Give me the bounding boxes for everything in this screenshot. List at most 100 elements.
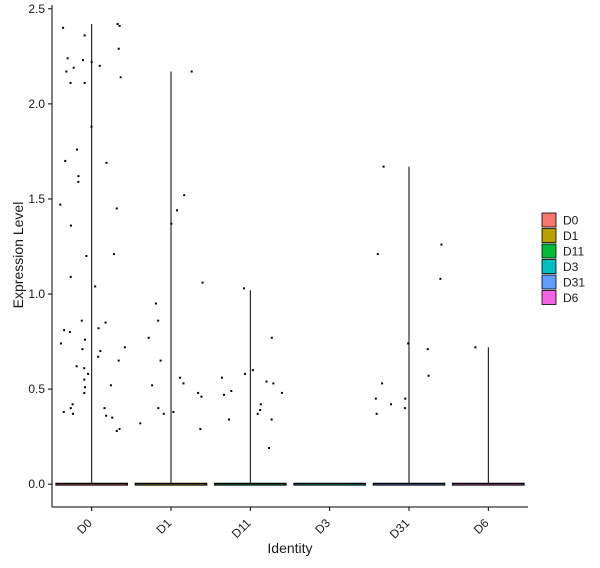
violin-base (214, 482, 287, 486)
data-point (183, 194, 186, 197)
violin-d1 (134, 71, 208, 486)
data-point (162, 412, 165, 415)
data-point (81, 348, 84, 351)
legend-label: D3 (563, 260, 579, 274)
data-point (72, 66, 75, 69)
x-axis: D0 D1 D11 D3 D31 D6 (74, 507, 492, 542)
data-point (62, 410, 65, 413)
violin-d0 (55, 24, 128, 486)
data-point (90, 61, 93, 64)
data-point (374, 397, 377, 400)
data-point (139, 422, 142, 425)
data-point (427, 374, 430, 377)
data-point (105, 414, 108, 417)
data-point (111, 416, 114, 419)
violin-d6 (452, 347, 525, 486)
violin-base (372, 482, 446, 486)
data-point (84, 386, 87, 389)
data-point (115, 207, 118, 210)
data-point (259, 409, 262, 412)
data-point (83, 391, 86, 394)
data-point (105, 161, 108, 164)
data-point (170, 222, 173, 225)
data-point (104, 321, 107, 324)
data-point (440, 243, 443, 246)
data-points (59, 23, 477, 450)
x-axis-title: Identity (267, 540, 312, 556)
data-point (157, 407, 160, 410)
data-point (64, 159, 67, 162)
data-point (97, 327, 100, 330)
data-point (112, 253, 115, 256)
data-point (76, 148, 79, 151)
data-point (176, 209, 179, 212)
y-tick-label: 0.5 (28, 382, 45, 396)
x-tick-label: D6 (471, 516, 492, 537)
data-point (72, 412, 75, 415)
data-point (63, 329, 66, 332)
data-point (83, 367, 86, 370)
data-point (268, 447, 271, 450)
data-point (182, 382, 185, 385)
data-point (83, 34, 86, 37)
data-point (227, 418, 230, 421)
data-point (69, 224, 72, 227)
y-tick-label: 1.0 (28, 287, 45, 301)
legend-label: D11 (563, 245, 584, 259)
x-tick-label: D31 (387, 516, 413, 542)
data-point (59, 203, 62, 206)
x-tick-label: D1 (154, 516, 175, 537)
legend-label: D0 (563, 214, 579, 228)
data-point (201, 281, 204, 284)
data-point (60, 342, 63, 345)
violin-d3 (293, 482, 366, 486)
data-point (272, 382, 275, 385)
legend-label: D31 (563, 276, 585, 290)
data-point (123, 346, 126, 349)
data-point (103, 407, 106, 410)
data-point (375, 412, 378, 415)
data-point (118, 428, 121, 431)
violin-d11 (214, 290, 287, 486)
y-axis: 0.0 0.5 1.0 1.5 2.0 2.5 (28, 2, 52, 491)
data-point (199, 428, 202, 431)
data-point (80, 319, 83, 322)
data-point (474, 346, 477, 349)
data-point (83, 378, 86, 381)
data-point (154, 302, 157, 305)
data-point (94, 285, 97, 288)
data-point (190, 70, 193, 73)
data-point (243, 372, 246, 375)
data-point (77, 175, 80, 178)
data-point (200, 395, 203, 398)
data-point (81, 59, 84, 62)
data-point (403, 407, 406, 410)
violin-base (134, 482, 208, 486)
data-point (382, 165, 385, 168)
data-point (69, 81, 72, 84)
data-point (157, 319, 160, 322)
data-point (280, 391, 283, 394)
y-tick-label: 0.0 (28, 477, 45, 491)
data-point (265, 380, 268, 383)
data-point (256, 412, 259, 415)
legend-label: D1 (563, 229, 579, 243)
data-point (85, 255, 88, 257)
violin-d31 (372, 166, 446, 486)
data-point (99, 350, 102, 353)
legend-swatch (541, 290, 557, 305)
data-point (221, 376, 224, 379)
legend-swatch (541, 274, 557, 290)
data-point (83, 81, 86, 84)
y-tick-label: 1.5 (28, 192, 45, 206)
data-point (97, 355, 100, 358)
legend-swatch (541, 228, 557, 243)
data-point (230, 390, 233, 393)
data-point (71, 403, 74, 406)
violin-base (55, 482, 128, 486)
x-tick-label: D0 (74, 516, 95, 537)
legend-swatch (541, 243, 557, 259)
x-tick-label: D11 (229, 516, 254, 541)
